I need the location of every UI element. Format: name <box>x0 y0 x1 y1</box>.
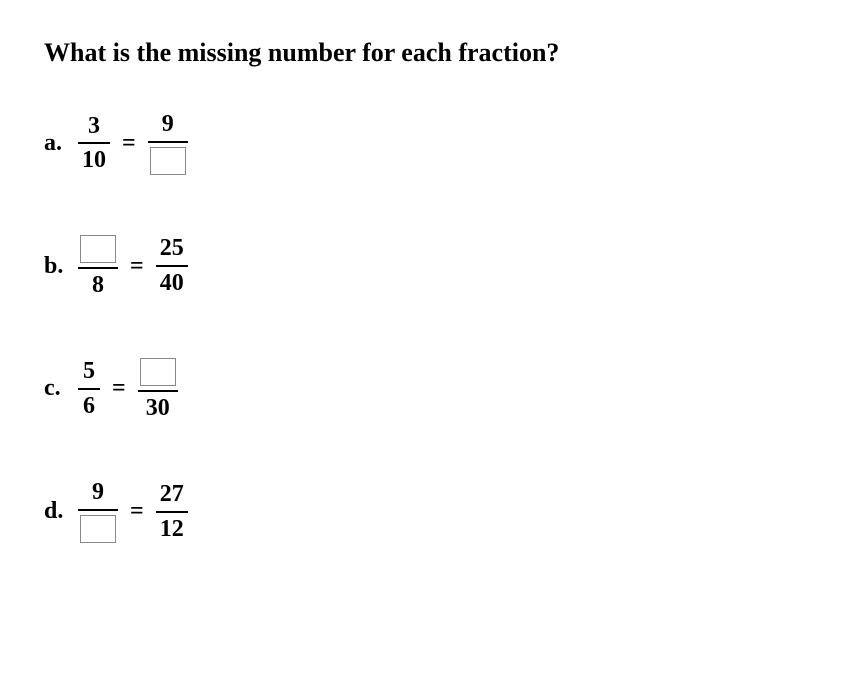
fraction-right: 9 <box>148 110 188 177</box>
numerator: 27 <box>156 480 188 509</box>
numerator: 25 <box>156 234 188 263</box>
equals-sign: = <box>130 498 144 525</box>
numerator: 9 <box>87 478 109 507</box>
fraction-bar <box>138 390 178 392</box>
blank-input[interactable] <box>80 235 116 263</box>
fraction-bar <box>78 509 118 511</box>
problem-b: b. 8 = 25 40 <box>44 233 802 300</box>
fraction-right: 25 40 <box>156 234 188 298</box>
denominator: 30 <box>142 394 174 423</box>
fraction-bar <box>78 388 100 390</box>
denominator-blank-cell <box>148 145 188 177</box>
fraction-bar <box>78 142 110 144</box>
fraction-left: 3 10 <box>78 112 110 176</box>
problem-label: d. <box>44 498 74 525</box>
numerator-blank-cell <box>78 233 118 265</box>
equals-sign: = <box>112 375 126 402</box>
denominator: 8 <box>87 271 109 300</box>
equals-sign: = <box>130 253 144 280</box>
problem-d: d. 9 = 27 12 <box>44 478 802 545</box>
fraction-bar <box>156 265 188 267</box>
blank-input[interactable] <box>80 515 116 543</box>
blank-input[interactable] <box>140 358 176 386</box>
problem-label: b. <box>44 253 74 280</box>
fraction-left: 8 <box>78 233 118 300</box>
denominator: 10 <box>78 146 110 175</box>
fraction-left: 9 <box>78 478 118 545</box>
fraction-right: 27 12 <box>156 480 188 544</box>
problem-a: a. 3 10 = 9 <box>44 110 802 177</box>
denominator: 6 <box>78 392 100 421</box>
problem-label: a. <box>44 130 74 157</box>
fraction-bar <box>156 511 188 513</box>
equals-sign: = <box>122 130 136 157</box>
problem-label: c. <box>44 375 74 402</box>
page-title: What is the missing number for each frac… <box>44 38 802 68</box>
numerator: 3 <box>83 112 105 141</box>
blank-input[interactable] <box>150 147 186 175</box>
problem-c: c. 5 6 = 30 <box>44 356 802 423</box>
fraction-left: 5 6 <box>78 357 100 421</box>
denominator-blank-cell <box>78 513 118 545</box>
numerator: 9 <box>157 110 179 139</box>
numerator-blank-cell <box>138 356 178 388</box>
denominator: 12 <box>156 515 188 544</box>
numerator: 5 <box>78 357 100 386</box>
fraction-bar <box>148 141 188 143</box>
denominator: 40 <box>156 269 188 298</box>
fraction-right: 30 <box>138 356 178 423</box>
fraction-bar <box>78 267 118 269</box>
worksheet-page: What is the missing number for each frac… <box>0 0 846 639</box>
